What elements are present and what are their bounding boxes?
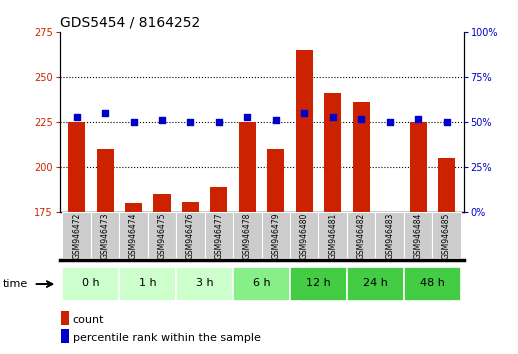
Text: GSM946479: GSM946479 (271, 212, 280, 259)
Point (328, 114, 337, 120)
Point (215, 119, 223, 125)
Bar (376, 212, 404, 258)
Bar (176, 212, 205, 258)
Text: GSM946476: GSM946476 (186, 212, 195, 259)
Text: 48 h: 48 h (420, 278, 445, 289)
Text: GSM946474: GSM946474 (129, 212, 138, 259)
Bar (353, 102, 370, 212)
Bar (290, 212, 319, 258)
Point (271, 118, 280, 123)
Bar (290, 267, 347, 301)
Bar (182, 201, 199, 212)
Point (101, 110, 109, 116)
Bar (347, 267, 404, 301)
Text: GSM946485: GSM946485 (442, 212, 451, 259)
Bar (91, 212, 119, 258)
Point (357, 116, 365, 121)
Point (300, 110, 308, 116)
Bar (233, 267, 290, 301)
Text: GSM946480: GSM946480 (300, 212, 309, 259)
Text: GSM946482: GSM946482 (357, 212, 366, 258)
Bar (153, 194, 170, 212)
Point (385, 119, 394, 125)
Bar (267, 149, 284, 212)
Point (158, 118, 166, 123)
Point (73, 114, 81, 120)
Text: GSM946483: GSM946483 (385, 212, 394, 259)
Text: GSM946478: GSM946478 (243, 212, 252, 259)
Text: GSM946477: GSM946477 (214, 212, 223, 259)
Text: 24 h: 24 h (363, 278, 388, 289)
Text: 3 h: 3 h (196, 278, 213, 289)
Text: 6 h: 6 h (253, 278, 270, 289)
Bar (176, 267, 233, 301)
Text: 0 h: 0 h (82, 278, 99, 289)
Bar (96, 149, 113, 212)
Bar (62, 267, 119, 301)
Bar (148, 212, 176, 258)
Text: percentile rank within the sample: percentile rank within the sample (73, 333, 261, 343)
Text: GSM946481: GSM946481 (328, 212, 337, 258)
Bar (433, 212, 461, 258)
Bar (210, 187, 227, 212)
Text: time: time (3, 279, 28, 289)
Point (414, 116, 422, 121)
Text: 12 h: 12 h (306, 278, 331, 289)
Bar (319, 212, 347, 258)
Bar (119, 212, 148, 258)
Bar (68, 122, 85, 212)
Point (442, 119, 451, 125)
Text: GDS5454 / 8164252: GDS5454 / 8164252 (60, 16, 200, 30)
Text: GSM946484: GSM946484 (413, 212, 423, 259)
Bar (404, 212, 433, 258)
Bar (262, 212, 290, 258)
Bar (438, 158, 455, 212)
Point (243, 114, 252, 120)
Bar (347, 212, 376, 258)
Bar (125, 203, 142, 212)
Text: GSM946472: GSM946472 (72, 212, 81, 259)
Text: count: count (73, 315, 104, 325)
Point (130, 119, 138, 125)
Bar (62, 212, 91, 258)
Text: GSM946473: GSM946473 (100, 212, 110, 259)
Bar (233, 212, 262, 258)
Bar (410, 122, 427, 212)
Text: 1 h: 1 h (139, 278, 156, 289)
Text: GSM946475: GSM946475 (157, 212, 166, 259)
Bar (324, 93, 341, 212)
Bar (205, 212, 233, 258)
Bar (404, 267, 461, 301)
Bar (239, 122, 256, 212)
Point (186, 119, 195, 125)
Bar (296, 50, 313, 212)
Bar (119, 267, 176, 301)
